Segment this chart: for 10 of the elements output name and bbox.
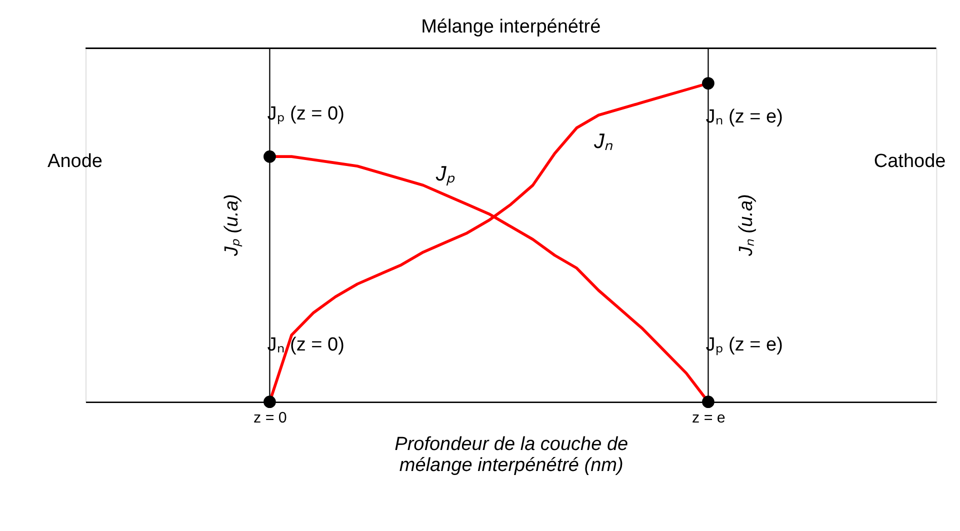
x-tick-label: z = e	[692, 409, 726, 426]
chart-title: Mélange interpénétré	[421, 16, 601, 38]
series-label: Jₙ	[593, 130, 614, 153]
text: Anode	[48, 151, 102, 172]
y2-axis-title: Jₙ (u.a)	[736, 194, 757, 257]
x-axis-title: Profondeur de la couche de mélange interpénétré (nm)	[394, 434, 628, 476]
x-tick-label: z = 0	[254, 409, 287, 426]
text: Cathode	[874, 151, 946, 172]
y-axis-title: Jₚ (u.a)	[221, 194, 242, 257]
series-label: Jₚ	[434, 162, 456, 187]
